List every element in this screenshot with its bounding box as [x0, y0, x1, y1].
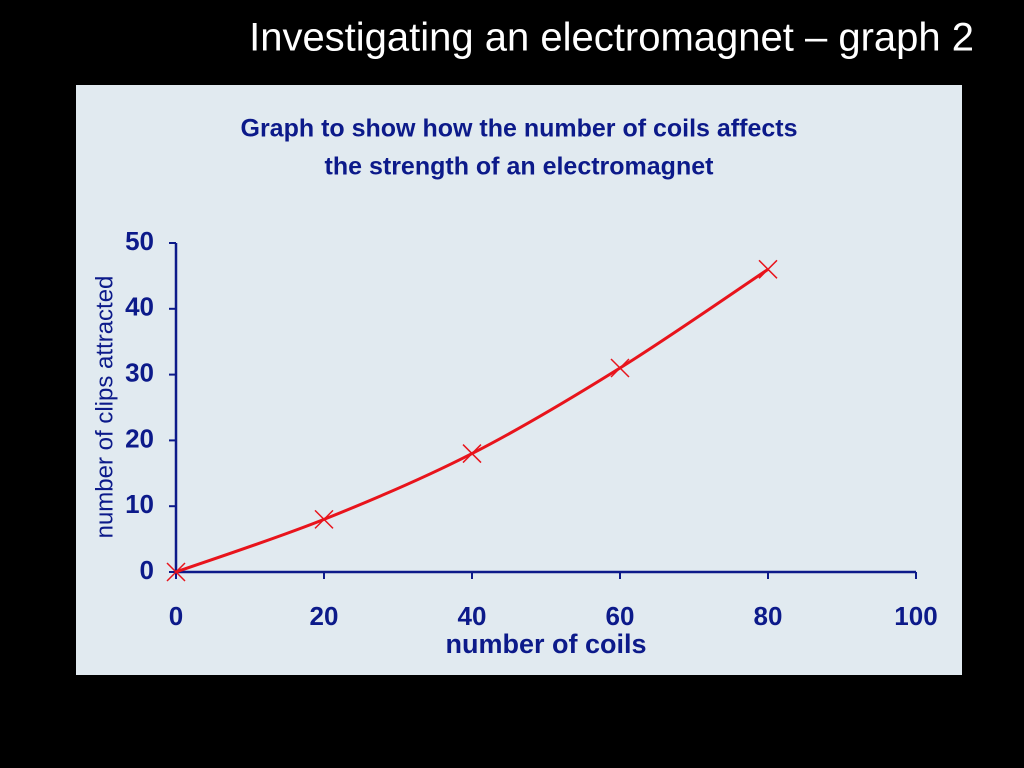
x-tick-label: 60	[606, 601, 635, 631]
x-tick-label: 0	[169, 601, 183, 631]
x-tick-label: 80	[754, 601, 783, 631]
x-axis-label: number of coils	[445, 629, 646, 659]
y-axis-label: number of clips attracted	[91, 276, 118, 539]
x-tick-label: 40	[458, 601, 487, 631]
x-tick-label: 20	[310, 601, 339, 631]
y-tick-label: 40	[125, 292, 154, 322]
x-tick-label: 100	[894, 601, 937, 631]
data-point	[610, 358, 630, 378]
chart-panel	[76, 85, 962, 675]
y-tick-label: 10	[125, 489, 154, 519]
slide-title: Investigating an electromagnet – graph 2	[249, 16, 974, 60]
y-tick-label: 20	[125, 423, 154, 453]
chart-title: the strength of an electromagnet	[325, 153, 715, 181]
y-tick-label: 0	[140, 555, 154, 585]
y-tick-label: 50	[125, 226, 154, 256]
data-point	[758, 259, 778, 279]
chart-title: Graph to show how the number of coils af…	[241, 115, 798, 143]
data-point	[166, 562, 186, 582]
y-tick-label: 30	[125, 357, 154, 387]
data-point	[314, 509, 334, 529]
data-point	[462, 444, 482, 464]
